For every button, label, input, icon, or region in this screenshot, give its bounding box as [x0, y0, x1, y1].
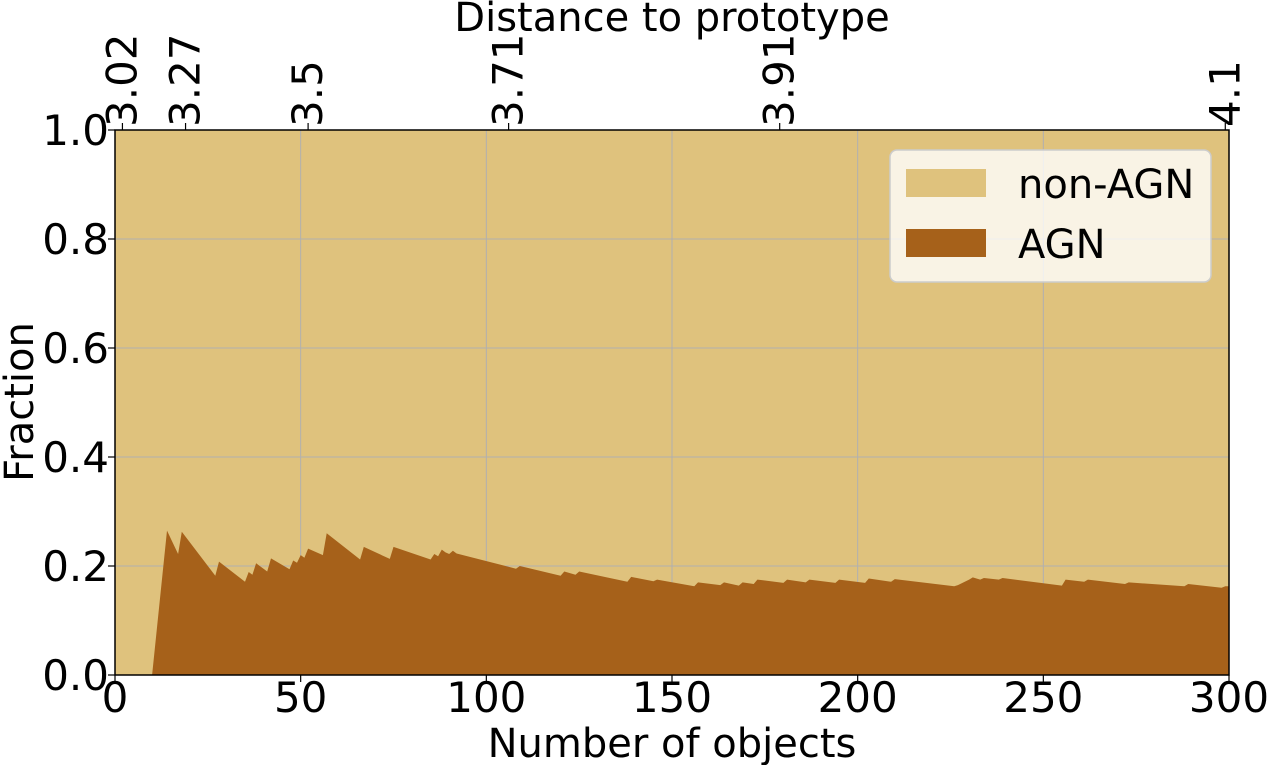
top-tick-label: 3.71: [484, 33, 533, 127]
y-tick-label: 0.2: [42, 542, 109, 591]
top-tick-label: 4.1: [1200, 60, 1249, 127]
top-axis-title: Distance to prototype: [454, 0, 889, 41]
x-tick-label: 100: [446, 673, 526, 722]
y-tick-label: 0.8: [42, 215, 109, 264]
x-tick-label: 0: [102, 673, 129, 722]
y-axis-title: Fraction: [0, 322, 43, 482]
x-axis-title: Number of objects: [488, 721, 857, 765]
legend-label-agn: AGN: [1018, 222, 1106, 268]
top-tick-label: 3.91: [755, 33, 804, 127]
top-tick-label: 3.5: [283, 60, 332, 127]
agn-area: [115, 530, 1229, 675]
top-tick-label: 3.02: [97, 33, 146, 127]
y-tick-label: 0.0: [42, 651, 109, 700]
y-tick-label: 1.0: [42, 106, 109, 155]
top-axis-ticks: 3.02 3.27 3.5 3.71 3.91 4.1: [97, 33, 1249, 130]
y-tick-label: 0.6: [42, 324, 109, 373]
y-tick-label: 0.4: [42, 433, 109, 482]
top-tick-label: 3.27: [161, 33, 210, 127]
y-axis-ticks: 0.0 0.2 0.4 0.6 0.8 1.0: [42, 106, 115, 700]
x-tick-label: 250: [1003, 673, 1083, 722]
x-tick-label: 300: [1189, 673, 1269, 722]
legend-swatch-agn: [906, 229, 986, 257]
legend: non-AGN AGN: [889, 149, 1212, 283]
legend-swatch-non-agn: [906, 169, 986, 197]
x-tick-label: 200: [818, 673, 898, 722]
x-tick-label: 50: [274, 673, 327, 722]
legend-label-non-agn: non-AGN: [1018, 162, 1194, 208]
x-axis-ticks: 0 50 100 150 200 250 300: [102, 673, 1269, 722]
x-tick-label: 150: [632, 673, 712, 722]
